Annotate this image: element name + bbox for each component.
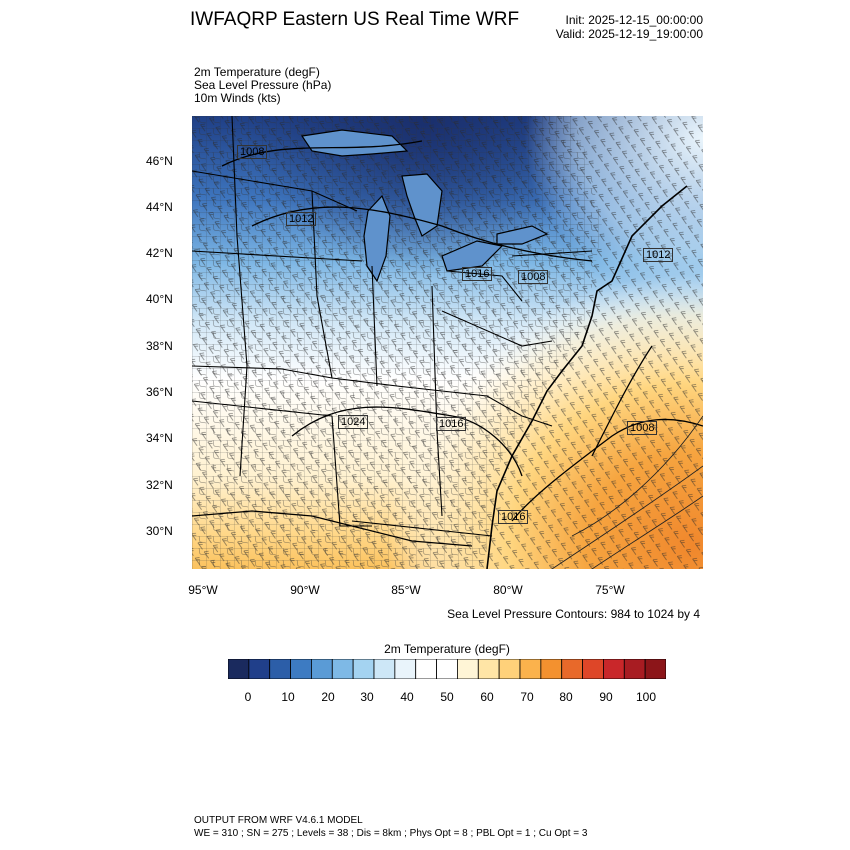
colorbar-tick-label: 0: [244, 690, 252, 704]
colorbar-tick-label: 40: [400, 690, 414, 704]
slp-contour-note: Sea Level Pressure Contours: 984 to 1024…: [447, 607, 700, 621]
lon-label: 85°W: [391, 583, 421, 597]
model-footer-line2: WE = 310 ; SN = 275 ; Levels = 38 ; Dis …: [194, 828, 588, 839]
colorbar-tick-label: 30: [360, 690, 374, 704]
colorbar-swatch: [540, 659, 563, 679]
state-boundaries: [192, 116, 593, 537]
ocean-low-swirl: [551, 415, 703, 569]
lat-label: 40°N: [146, 292, 173, 306]
lon-label: 90°W: [290, 583, 320, 597]
lat-label: 34°N: [146, 431, 173, 445]
colorbar-tick-label: 10: [281, 690, 295, 704]
colorbar-swatch: [394, 659, 417, 679]
model-footer-line1: OUTPUT FROM WRF V4.6.1 MODEL: [194, 815, 363, 826]
pressure-label: 1008: [518, 270, 549, 284]
lon-label: 95°W: [188, 583, 218, 597]
pressure-label: 1016: [498, 510, 529, 524]
colorbar-swatch: [582, 659, 604, 679]
map-title: IWFAQRP Eastern US Real Time WRF: [190, 9, 520, 30]
valid-time: Valid: 2025-12-19_19:00:00: [555, 27, 703, 41]
colorbar-title: 2m Temperature (degF): [384, 642, 510, 656]
colorbar-swatch: [623, 659, 646, 679]
lat-label: 38°N: [146, 339, 173, 353]
gulf-coastline: [192, 510, 473, 547]
colorbar-swatch: [477, 659, 500, 679]
colorbar-tick-label: 50: [440, 690, 454, 704]
colorbar-swatch: [248, 659, 271, 679]
colorbar-swatch: [290, 659, 312, 679]
colorbar-tick-label: 70: [520, 690, 534, 704]
colorbar-swatch: [373, 659, 396, 679]
pressure-label: 1008: [237, 145, 268, 159]
colorbar-swatch: [436, 659, 458, 679]
wind-barbs: [192, 116, 703, 569]
pressure-contours: [221, 140, 703, 522]
colorbar-tick-label: 20: [321, 690, 335, 704]
colorbar-swatch: [519, 659, 542, 679]
coastline: [486, 185, 688, 569]
colorbar-swatch: [228, 659, 250, 679]
colorbar-swatch: [561, 659, 583, 679]
init-time: Init: 2025-12-15_00:00:00: [565, 13, 703, 27]
lat-label: 36°N: [146, 385, 173, 399]
colorbar-swatch: [498, 659, 521, 679]
lat-label: 44°N: [146, 200, 173, 214]
colorbar-swatch: [269, 659, 291, 679]
field-label-pressure: Sea Level Pressure (hPa): [194, 78, 332, 92]
field-label-winds: 10m Winds (kts): [194, 91, 281, 105]
colorbar-swatch: [457, 659, 479, 679]
colorbar-swatch: [352, 659, 375, 679]
pressure-label: 1012: [286, 212, 317, 226]
colorbar-swatch: [331, 659, 354, 679]
colorbar-tick-label: 60: [480, 690, 494, 704]
pressure-label: 1016: [462, 267, 493, 281]
weather-map: [192, 116, 703, 569]
colorbar-swatch: [311, 659, 333, 679]
lat-label: 30°N: [146, 524, 173, 538]
great-lakes: [300, 129, 549, 283]
field-label-temperature: 2m Temperature (degF): [194, 65, 320, 79]
pressure-label: 1008: [627, 421, 658, 435]
colorbar-swatch: [415, 659, 437, 679]
temperature-colorbar: [228, 659, 666, 679]
lat-label: 32°N: [146, 478, 173, 492]
pressure-label: 1016: [436, 417, 467, 431]
colorbar-swatch: [603, 659, 625, 679]
colorbar-tick-label: 80: [559, 690, 573, 704]
colorbar-tick-label: 100: [635, 690, 657, 704]
lat-label: 42°N: [146, 246, 173, 260]
lat-label: 46°N: [146, 154, 173, 168]
pressure-label: 1024: [338, 415, 369, 429]
lon-label: 80°W: [493, 583, 523, 597]
lon-label: 75°W: [595, 583, 625, 597]
colorbar-swatch: [644, 659, 666, 679]
pressure-label: 1012: [643, 248, 674, 262]
colorbar-tick-label: 90: [599, 690, 613, 704]
